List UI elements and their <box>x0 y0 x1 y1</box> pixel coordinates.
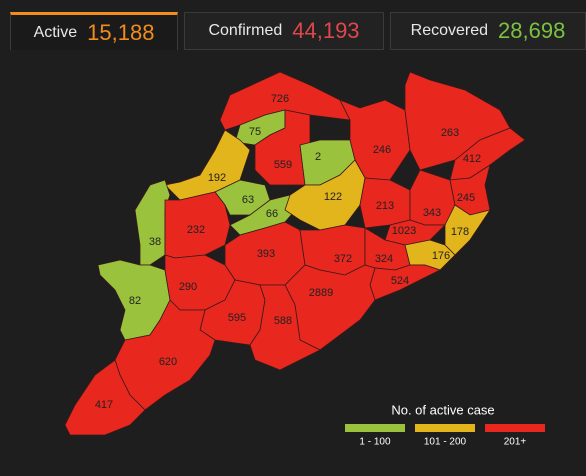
legend-label: 201+ <box>504 437 527 448</box>
district-label: 38 <box>149 236 161 248</box>
district-label: 372 <box>334 253 352 265</box>
district-label: 178 <box>451 226 469 238</box>
district-label: 343 <box>423 207 441 219</box>
district[interactable] <box>284 159 366 231</box>
district[interactable] <box>134 179 171 266</box>
tab-confirmed[interactable]: Confirmed 44,193 <box>184 12 384 50</box>
district-label: 595 <box>228 312 246 324</box>
district-label: 75 <box>249 126 261 138</box>
district-label: 232 <box>187 224 205 236</box>
legend-swatch <box>485 424 545 432</box>
tab-label: Active <box>33 23 78 41</box>
legend-label: 101 - 200 <box>424 437 467 448</box>
tab-value: 15,188 <box>87 19 155 45</box>
district[interactable] <box>249 284 321 371</box>
district-label: 2 <box>315 151 321 163</box>
district-label: 63 <box>242 194 254 206</box>
tab-active[interactable]: Active 15,188 <box>10 12 178 50</box>
tab-label: Recovered <box>410 22 489 39</box>
legend-swatch <box>345 424 405 432</box>
district-label: 122 <box>324 191 342 203</box>
legend-title: No. of active case <box>391 402 494 417</box>
district-label: 263 <box>441 127 459 139</box>
district-label: 192 <box>208 172 226 184</box>
district-label: 245 <box>457 192 475 204</box>
district-label: 412 <box>463 153 481 165</box>
district-label: 620 <box>159 356 177 368</box>
legend-label: 1 - 100 <box>359 437 391 448</box>
district-label: 726 <box>271 93 289 105</box>
district-label: 176 <box>432 250 450 262</box>
legend-swatch <box>415 424 475 432</box>
tab-value: 44,193 <box>292 18 360 43</box>
district-label: 588 <box>274 315 292 327</box>
district-label: 2889 <box>309 287 333 299</box>
tab-recovered[interactable]: Recovered 28,698 <box>390 12 586 50</box>
district-label: 82 <box>129 295 141 307</box>
district-label: 290 <box>179 281 197 293</box>
district-label: 393 <box>257 248 275 260</box>
district-label: 559 <box>274 159 292 171</box>
district[interactable] <box>64 359 146 436</box>
district-label: 246 <box>373 144 391 156</box>
district-label: 1023 <box>392 225 416 237</box>
tab-label: Confirmed <box>208 22 283 39</box>
district-label: 417 <box>95 399 113 411</box>
district-label: 524 <box>391 275 409 287</box>
tab-value: 28,698 <box>498 18 566 43</box>
district-label: 324 <box>375 253 393 265</box>
district-label: 66 <box>266 208 278 220</box>
district-label: 213 <box>376 200 394 212</box>
